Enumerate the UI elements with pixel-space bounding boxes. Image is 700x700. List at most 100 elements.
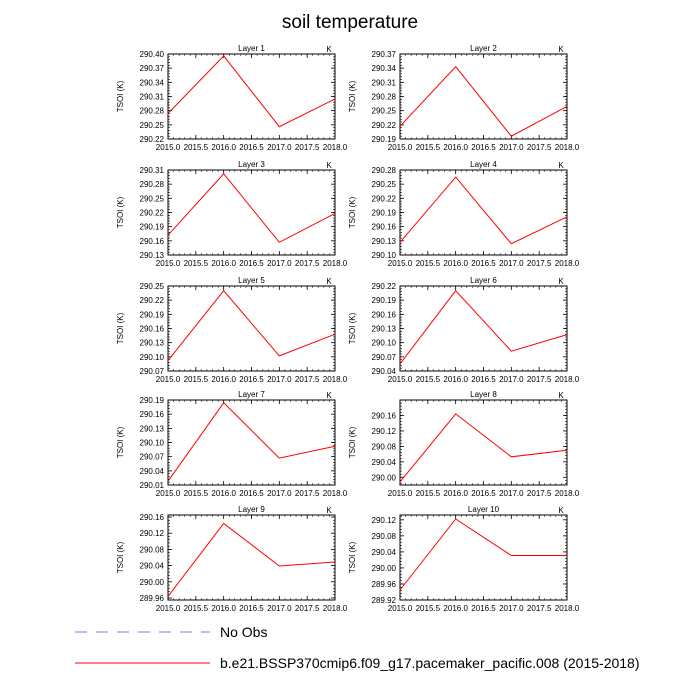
panel-units-label: K <box>558 391 564 400</box>
y-tick-label: 290.10 <box>140 439 165 448</box>
x-tick-label: 2016.5 <box>239 375 264 384</box>
x-tick-label: 2015.0 <box>156 375 181 384</box>
x-tick-label: 2015.5 <box>416 259 441 268</box>
x-tick-label: 2016.0 <box>443 143 468 152</box>
y-tick-label: 290.19 <box>372 135 397 144</box>
y-tick-label: 290.10 <box>372 339 397 348</box>
x-tick-label: 2016.5 <box>239 143 264 152</box>
y-tick-label: 290.28 <box>372 93 397 102</box>
y-tick-label: 290.04 <box>372 548 397 557</box>
y-tick-label: 290.12 <box>372 427 397 436</box>
y-axis-label: TSOI (K) <box>116 541 125 573</box>
y-tick-label: 290.07 <box>140 367 165 376</box>
x-tick-label: 2017.0 <box>499 259 524 268</box>
y-tick-label: 290.25 <box>140 194 165 203</box>
panel-title: Layer 5 <box>238 276 265 285</box>
series-line <box>399 518 567 591</box>
panel-frame <box>167 169 336 256</box>
y-tick-label: 290.16 <box>372 310 397 319</box>
x-tick-label: 2016.0 <box>211 489 236 498</box>
x-tick-label: 2017.5 <box>295 143 320 152</box>
x-tick-label: 2015.5 <box>184 143 209 152</box>
series-line <box>399 413 568 483</box>
panel-title: Layer 6 <box>470 276 497 285</box>
x-tick-label: 2015.5 <box>184 604 209 613</box>
x-tick-label: 2016.5 <box>239 604 264 613</box>
panel-title: Layer 4 <box>470 160 497 169</box>
x-tick-label: 2017.5 <box>295 604 320 613</box>
y-tick-label: 290.16 <box>372 411 397 420</box>
y-axis-label: TSOI (K) <box>348 80 357 112</box>
x-tick-label: 2015.5 <box>416 375 441 384</box>
x-tick-label: 2018.0 <box>323 259 348 268</box>
y-tick-label: 290.16 <box>372 223 397 232</box>
x-tick-label: 2017.5 <box>527 259 552 268</box>
panel-units-label: K <box>558 506 564 515</box>
y-tick-label: 290.10 <box>140 353 165 362</box>
x-tick-label: 2017.0 <box>499 489 524 498</box>
x-tick-label: 2018.0 <box>555 375 580 384</box>
y-tick-label: 290.25 <box>372 107 397 116</box>
y-tick-label: 290.28 <box>372 166 397 175</box>
x-tick-label: 2017.5 <box>527 604 552 613</box>
legend-no-obs-label: No Obs <box>220 624 267 640</box>
panel-layer-3: Layer 3 K TSOI (K) 290.31 290.28 290.25 290.22… <box>116 160 348 268</box>
panel-layer-4: Layer 4 K TSOI (K) 290.28 290.25 290.22 290.19… <box>348 160 580 268</box>
y-tick-label: 290.07 <box>372 353 397 362</box>
x-tick-label: 2018.0 <box>555 259 580 268</box>
y-tick-label: 290.37 <box>140 64 165 73</box>
x-tick-label: 2015.5 <box>184 259 209 268</box>
x-tick-label: 2015.5 <box>416 143 441 152</box>
x-tick-label: 2017.0 <box>499 604 524 613</box>
x-tick-label: 2016.0 <box>443 489 468 498</box>
y-tick-label: 290.22 <box>140 135 165 144</box>
x-tick-label: 2017.5 <box>295 489 320 498</box>
panel-layer-1: Layer 1 K TSOI (K) 290.40 290.37 290.34 290.31… <box>116 44 348 152</box>
panel-title: Layer 3 <box>238 160 265 169</box>
x-tick-label: 2016.0 <box>443 259 468 268</box>
y-axis-label: TSOI (K) <box>116 312 125 344</box>
series-line <box>167 402 336 482</box>
x-tick-label: 2018.0 <box>323 143 348 152</box>
y-tick-label: 290.13 <box>140 424 165 433</box>
panel-layer-8: Layer 8 K TSOI (K) 290.16 290.12 290.08 290.04… <box>348 390 580 498</box>
y-tick-label: 290.31 <box>140 166 165 175</box>
y-tick-label: 290.16 <box>140 513 165 522</box>
y-tick-label: 290.28 <box>140 180 165 189</box>
y-tick-label: 290.31 <box>140 93 165 102</box>
legend: No Obs b.e21.BSSP370cmip6.f09_g17.pacema… <box>75 624 640 671</box>
panel-frame <box>167 514 336 601</box>
y-tick-label: 290.00 <box>140 578 165 587</box>
y-tick-label: 290.19 <box>140 396 165 405</box>
x-tick-label: 2016.0 <box>211 375 236 384</box>
series-line <box>399 176 568 245</box>
x-tick-label: 2016.5 <box>239 259 264 268</box>
x-tick-label: 2015.5 <box>184 375 209 384</box>
y-axis-label: TSOI (K) <box>348 541 357 573</box>
x-tick-label: 2015.0 <box>388 143 413 152</box>
panel-frame <box>167 53 336 140</box>
x-tick-label: 2017.0 <box>267 259 292 268</box>
y-tick-label: 290.04 <box>140 467 165 476</box>
y-axis-label: TSOI (K) <box>116 426 125 458</box>
y-tick-label: 290.01 <box>140 481 165 490</box>
y-axis-label: TSOI (K) <box>116 196 125 228</box>
panel-title: Layer 8 <box>470 390 497 399</box>
panel-units-label: K <box>326 277 332 286</box>
y-tick-label: 290.22 <box>372 194 397 203</box>
x-tick-label: 2017.5 <box>527 143 552 152</box>
x-tick-label: 2015.5 <box>184 489 209 498</box>
x-tick-label: 2015.0 <box>388 375 413 384</box>
y-axis-label: TSOI (K) <box>116 80 125 112</box>
y-tick-label: 290.16 <box>140 325 165 334</box>
x-tick-label: 2017.0 <box>267 489 292 498</box>
x-tick-label: 2016.0 <box>211 143 236 152</box>
panel-layer-9: Layer 9 K TSOI (K) 290.16 290.12 290.08 290.04… <box>116 505 348 613</box>
x-tick-label: 2015.0 <box>156 259 181 268</box>
y-tick-label: 290.08 <box>140 545 165 554</box>
y-tick-label: 290.34 <box>140 78 165 87</box>
y-tick-label: 290.13 <box>372 237 397 246</box>
x-tick-label: 2017.0 <box>267 604 292 613</box>
x-tick-label: 2018.0 <box>555 489 580 498</box>
x-tick-label: 2017.5 <box>527 375 552 384</box>
